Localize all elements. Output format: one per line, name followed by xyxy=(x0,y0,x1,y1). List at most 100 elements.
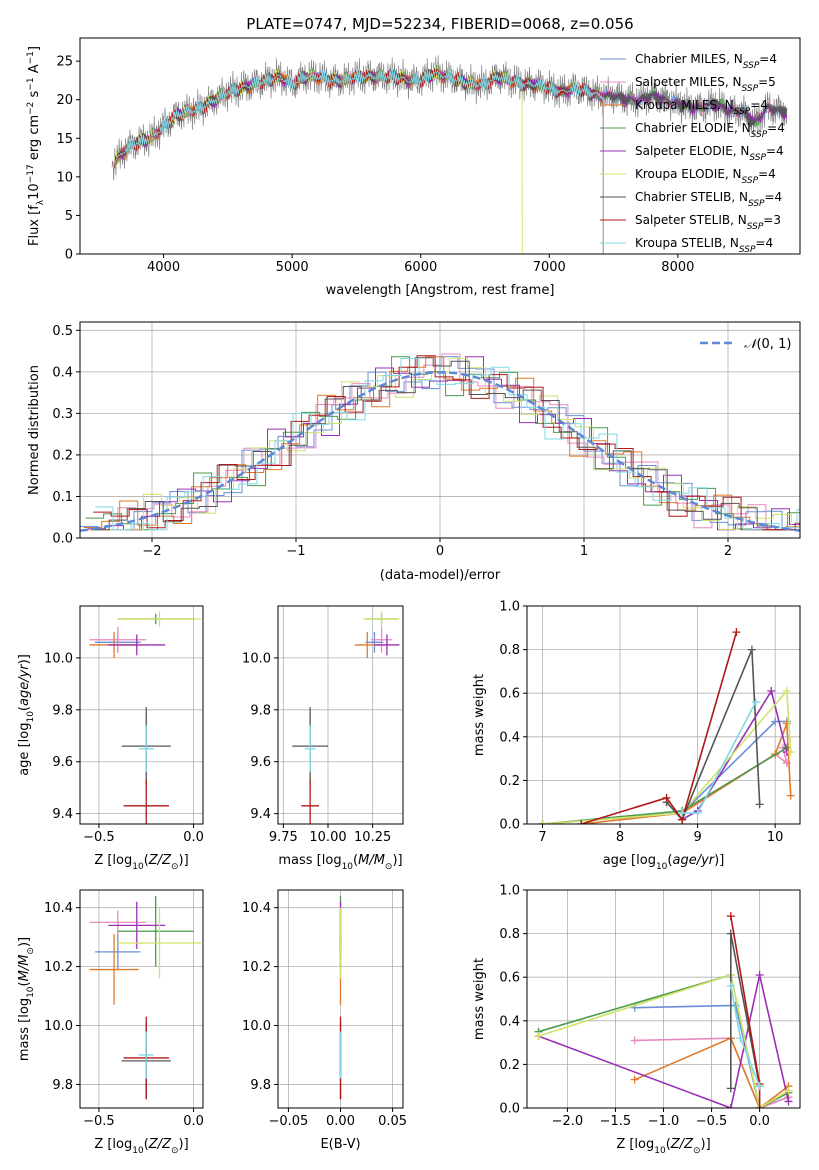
x-tick-label: −0.5 xyxy=(83,830,115,845)
x-tick-label: 4000 xyxy=(147,260,180,275)
weight-marker xyxy=(630,1036,639,1045)
y-tick-label: 1.0 xyxy=(499,600,520,615)
x-tick-label: 5000 xyxy=(276,260,309,275)
x-tick-label: 8 xyxy=(616,830,624,845)
weight-marker xyxy=(747,645,756,654)
y-tick-label: 9.8 xyxy=(52,703,73,718)
y-tick-label: 0.8 xyxy=(499,643,520,658)
x-tick-label: −2.0 xyxy=(552,1114,584,1129)
weight-marker xyxy=(693,809,702,818)
weight-marker xyxy=(726,981,735,990)
y-tick-label: 10.4 xyxy=(44,901,73,916)
y-tick-label: 9.8 xyxy=(250,1078,271,1093)
y-tick-label: 9.6 xyxy=(250,755,271,770)
x-tick-label: 7000 xyxy=(533,260,566,275)
axes-frame xyxy=(79,37,801,255)
figure-title: PLATE=0747, MJD=52234, FIBERID=0068, z=0… xyxy=(246,15,633,33)
axes-frame xyxy=(79,605,204,825)
y-tick-label: 0.4 xyxy=(499,1014,520,1029)
weight-marker xyxy=(786,791,795,800)
x-tick-label: 10.25 xyxy=(354,830,391,845)
y-tick-label: 0.8 xyxy=(499,927,520,942)
y-tick-label: 10.0 xyxy=(44,1019,73,1034)
weight-line xyxy=(538,973,789,1108)
y-tick-label: 0.4 xyxy=(499,730,520,745)
y-tick-label: 0.4 xyxy=(52,365,73,380)
weight-marker xyxy=(751,697,760,706)
weight-marker xyxy=(630,1075,639,1084)
legend-entry: Chabrier MILES, NSSP=4 xyxy=(635,52,777,71)
weight-marker xyxy=(755,1104,764,1108)
legend-entry: 𝒩(0, 1) xyxy=(744,337,791,352)
weight-line xyxy=(542,747,788,824)
histogram-series xyxy=(85,356,800,531)
y-axis-label: age [log10(age/yr)] xyxy=(17,654,36,776)
x-axis-label: age [log10(age/yr)] xyxy=(603,853,725,872)
x-axis-label: Z [log10(Z/Z⊙)] xyxy=(94,1137,188,1156)
histogram-series xyxy=(95,358,800,531)
y-tick-label: 0.0 xyxy=(52,532,73,547)
y-tick-label: 25 xyxy=(56,55,73,70)
legend-entry: Chabrier STELIB, NSSP=4 xyxy=(635,190,782,209)
weight-marker xyxy=(784,1086,793,1095)
y-tick-label: 10.0 xyxy=(242,1019,271,1034)
x-tick-label: 6000 xyxy=(404,260,437,275)
plot-area-weight-vs-age xyxy=(538,628,795,824)
x-tick-label: 0.0 xyxy=(749,1114,770,1129)
plot-area-spectrum xyxy=(111,55,788,254)
y-tick-label: 0.0 xyxy=(499,818,520,833)
x-tick-label: 8000 xyxy=(661,260,694,275)
x-tick-label: 0.0 xyxy=(183,1114,204,1129)
panel-mass-vs-Z: −0.5 0.0 9.8 10.0 10.2 10.4 Z [log10(Z/Z⊙)] mas… xyxy=(17,889,204,1156)
y-axis-label: mass weight xyxy=(472,958,487,1040)
weight-marker xyxy=(784,1097,793,1106)
x-tick-label: 0.0 xyxy=(183,830,204,845)
x-tick-label: 9 xyxy=(693,830,701,845)
y-tick-label: 10.4 xyxy=(242,901,271,916)
y-tick-label: 0.6 xyxy=(499,687,520,702)
y-tick-label: 10.2 xyxy=(242,960,271,975)
x-tick-label: 1 xyxy=(580,544,588,559)
weight-line xyxy=(581,631,738,824)
gaussian-reference-curve xyxy=(80,371,800,532)
plot-area-age-vs-mass xyxy=(292,611,400,824)
y-tick-label: 1.0 xyxy=(499,884,520,899)
legend-entry: Salpeter MILES, NSSP=5 xyxy=(635,75,776,94)
weight-marker xyxy=(755,1082,764,1091)
y-tick-label: 15 xyxy=(56,132,73,147)
weight-line xyxy=(634,1037,789,1108)
weight-marker xyxy=(786,748,795,757)
x-tick-label: 0.05 xyxy=(378,1114,407,1129)
y-tick-label: 0.5 xyxy=(52,324,73,339)
plot-area-residuals xyxy=(80,353,800,532)
y-tick-label: 0.1 xyxy=(52,490,73,505)
x-tick-label: 9.75 xyxy=(269,830,298,845)
weight-marker xyxy=(736,1034,745,1043)
panel-weight-vs-age: 7 8 9 10 0.0 0.2 0.4 0.6 0.8 1.0 age [log10(age/yr… xyxy=(472,600,801,872)
x-tick-label: −2 xyxy=(142,544,161,559)
legend-entry: Chabrier ELODIE, NSSP=4 xyxy=(635,121,785,140)
y-tick-label: 0 xyxy=(65,248,73,263)
y-tick-label: 0.2 xyxy=(52,448,73,463)
x-tick-label: −1 xyxy=(286,544,305,559)
x-axis-label: (data-model)/error xyxy=(380,568,501,583)
y-tick-label: 10.0 xyxy=(44,651,73,666)
legend-entry: Salpeter STELIB, NSSP=3 xyxy=(635,213,781,232)
x-tick-label: 10.00 xyxy=(309,830,346,845)
weight-marker xyxy=(662,793,671,802)
panel-residuals: −2 −1 0 1 2 0.0 0.1 0.2 0.3 0.4 0.5 𝒩(0, 1) (data-mo… xyxy=(27,321,801,583)
y-tick-label: 5 xyxy=(65,209,73,224)
histogram-series xyxy=(87,356,800,531)
x-axis-label: E(B-V) xyxy=(320,1137,360,1152)
legend-entry: Kroupa MILES, NSSP=4 xyxy=(635,98,768,117)
x-tick-label: −0.5 xyxy=(696,1114,728,1129)
y-tick-label: 0.0 xyxy=(499,1102,520,1117)
histogram-series xyxy=(93,355,800,531)
x-tick-label: −1.5 xyxy=(600,1114,632,1129)
spectrum-model-line xyxy=(114,65,523,254)
weight-marker xyxy=(755,971,764,980)
x-axis-label: wavelength [Angstrom, rest frame] xyxy=(326,283,555,298)
y-tick-label: 20 xyxy=(56,93,73,108)
